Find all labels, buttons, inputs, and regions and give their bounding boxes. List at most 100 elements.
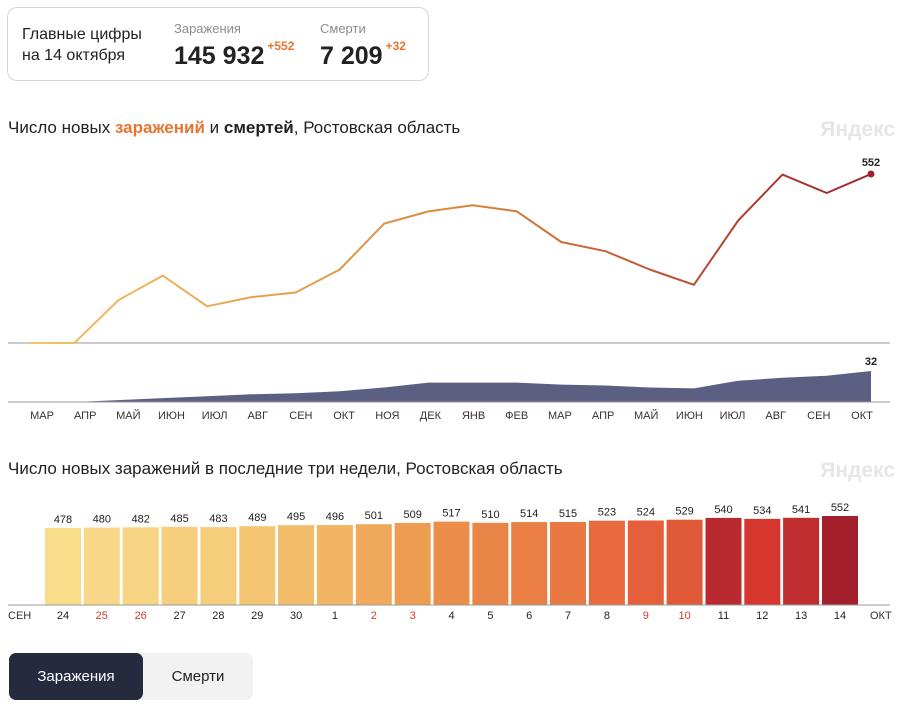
month-tick-label: ОКТ xyxy=(851,410,873,422)
month-tick-label: ИЮН xyxy=(158,410,185,422)
infections-deaths-chart: 552 32 МАР АПР МАЙ ИЮН ИЮЛ АВГ СЕН ОКТ НОЯ ДЕК ЯНВ ФЕ… xyxy=(8,157,890,422)
day-tick-label: 9 xyxy=(643,610,649,622)
bar-value-label: 489 xyxy=(248,512,266,524)
day-tick-label: 29 xyxy=(251,610,263,622)
deaths-last-label: 32 xyxy=(865,356,877,368)
bar-value-label: 510 xyxy=(481,509,499,521)
bar-value-label: 501 xyxy=(365,510,383,522)
bar-value-label: 517 xyxy=(442,508,460,520)
bar-9 xyxy=(627,520,664,605)
summary-card: Главные цифры на 14 октября Заражения 14… xyxy=(7,7,429,81)
summary-title-line1: Главные цифры xyxy=(22,26,142,43)
chart1-title-part3: , Ростовская область xyxy=(293,118,461,137)
bar-value-label: 496 xyxy=(326,511,344,523)
bar-29 xyxy=(239,526,276,605)
day-tick-label: 6 xyxy=(526,610,532,622)
deaths-total-value: 7 209 xyxy=(320,42,383,70)
chart1-title-part1: Число новых xyxy=(8,118,115,137)
bar-value-label: 483 xyxy=(209,513,227,525)
day-tick-label: 8 xyxy=(604,610,610,622)
bar-value-label: 478 xyxy=(54,514,72,526)
metric-tabs: Заражения Смерти xyxy=(9,653,253,700)
month-tick-label: ОКТ xyxy=(333,410,355,422)
month-tick-label: СЕН xyxy=(807,410,830,422)
day-tick-label: 12 xyxy=(756,610,768,622)
day-tick-label: 24 xyxy=(57,610,69,622)
bars-start-month-label: СЕН xyxy=(8,610,31,622)
bar-12 xyxy=(744,518,781,605)
day-tick-label: 30 xyxy=(290,610,302,622)
chart1-title: Число новых заражений и смертей, Ростовс… xyxy=(8,118,460,138)
month-tick-label: ИЮН xyxy=(676,410,703,422)
month-tick-label: ИЮЛ xyxy=(202,410,228,422)
bar-27 xyxy=(161,526,198,605)
deaths-total: 7 209 +32 xyxy=(320,39,406,71)
deaths-delta: +32 xyxy=(385,39,406,53)
bar-8 xyxy=(588,520,625,605)
day-tick-label: 28 xyxy=(212,610,224,622)
bar-26 xyxy=(122,527,159,605)
month-tick-label: МАЙ xyxy=(116,409,140,422)
month-tick-label: ФЕВ xyxy=(505,410,528,422)
bar-25 xyxy=(83,527,120,605)
day-tick-label: 10 xyxy=(678,610,690,622)
infections-total-value: 145 932 xyxy=(174,42,265,70)
infections-last-label: 552 xyxy=(862,157,880,169)
bar-10 xyxy=(666,519,703,605)
infections-last-point xyxy=(867,170,875,178)
month-tick-label: НОЯ xyxy=(375,410,399,422)
day-tick-label: 2 xyxy=(371,610,377,622)
bar-30 xyxy=(278,525,315,605)
bar-value-label: 534 xyxy=(753,505,771,517)
chart1-title-part2: и xyxy=(204,118,224,137)
tab-infections[interactable]: Заражения xyxy=(9,653,143,700)
bar-7 xyxy=(550,522,586,605)
month-tick-label: СЕН xyxy=(289,410,312,422)
infections-total: 145 932 +552 xyxy=(174,39,294,71)
bar-13 xyxy=(783,517,820,605)
month-tick-label: АВГ xyxy=(765,410,786,422)
bar-value-label: 515 xyxy=(559,508,577,520)
infections-label: Заражения xyxy=(174,21,241,36)
bar-value-label: 552 xyxy=(831,502,849,514)
month-tick-label: АПР xyxy=(74,410,96,422)
three-weeks-bar-chart: 4782448025482264852748328489294953049615… xyxy=(8,502,892,622)
bar-14 xyxy=(822,516,858,605)
day-tick-label: 13 xyxy=(795,610,807,622)
tab-deaths[interactable]: Смерти xyxy=(171,668,225,685)
bar-11 xyxy=(705,517,742,605)
bar-value-label: 541 xyxy=(792,504,810,516)
bar-value-label: 509 xyxy=(404,509,422,521)
deaths-area xyxy=(30,371,871,402)
infections-line xyxy=(30,173,872,344)
day-tick-label: 4 xyxy=(448,610,454,622)
month-tick-label: МАР xyxy=(548,410,572,422)
bar-value-label: 540 xyxy=(714,504,732,516)
month-tick-label: МАЙ xyxy=(634,409,658,422)
deaths-label: Смерти xyxy=(320,21,366,36)
day-tick-label: 27 xyxy=(173,610,185,622)
day-tick-label: 25 xyxy=(96,610,108,622)
day-tick-label: 7 xyxy=(565,610,571,622)
month-tick-label: ИЮЛ xyxy=(720,410,746,422)
yandex-watermark-1: Яндекс xyxy=(820,118,895,141)
month-tick-label: ЯНВ xyxy=(462,410,485,422)
bar-value-label: 524 xyxy=(637,507,655,519)
chart2-title: Число новых заражений в последние три не… xyxy=(8,459,563,478)
day-tick-label: 11 xyxy=(718,610,729,622)
chart1-title-deaths: смертей xyxy=(223,118,294,137)
bar-5 xyxy=(472,522,509,605)
bar-value-label: 514 xyxy=(520,508,538,520)
bars-end-month-label: ОКТ xyxy=(870,610,892,622)
bar-2 xyxy=(355,524,392,605)
bar-3 xyxy=(394,522,431,605)
month-tick-label: МАР xyxy=(30,410,54,422)
month-tick-label: АПР xyxy=(592,410,614,422)
bar-value-label: 495 xyxy=(287,511,305,523)
yandex-watermark-2: Яндекс xyxy=(820,459,895,482)
day-tick-label: 26 xyxy=(135,610,147,622)
bar-value-label: 480 xyxy=(93,514,111,526)
bar-24 xyxy=(45,527,81,605)
summary-title-line2: на 14 октября xyxy=(22,47,126,64)
month-tick-label: ДЕК xyxy=(420,410,442,422)
